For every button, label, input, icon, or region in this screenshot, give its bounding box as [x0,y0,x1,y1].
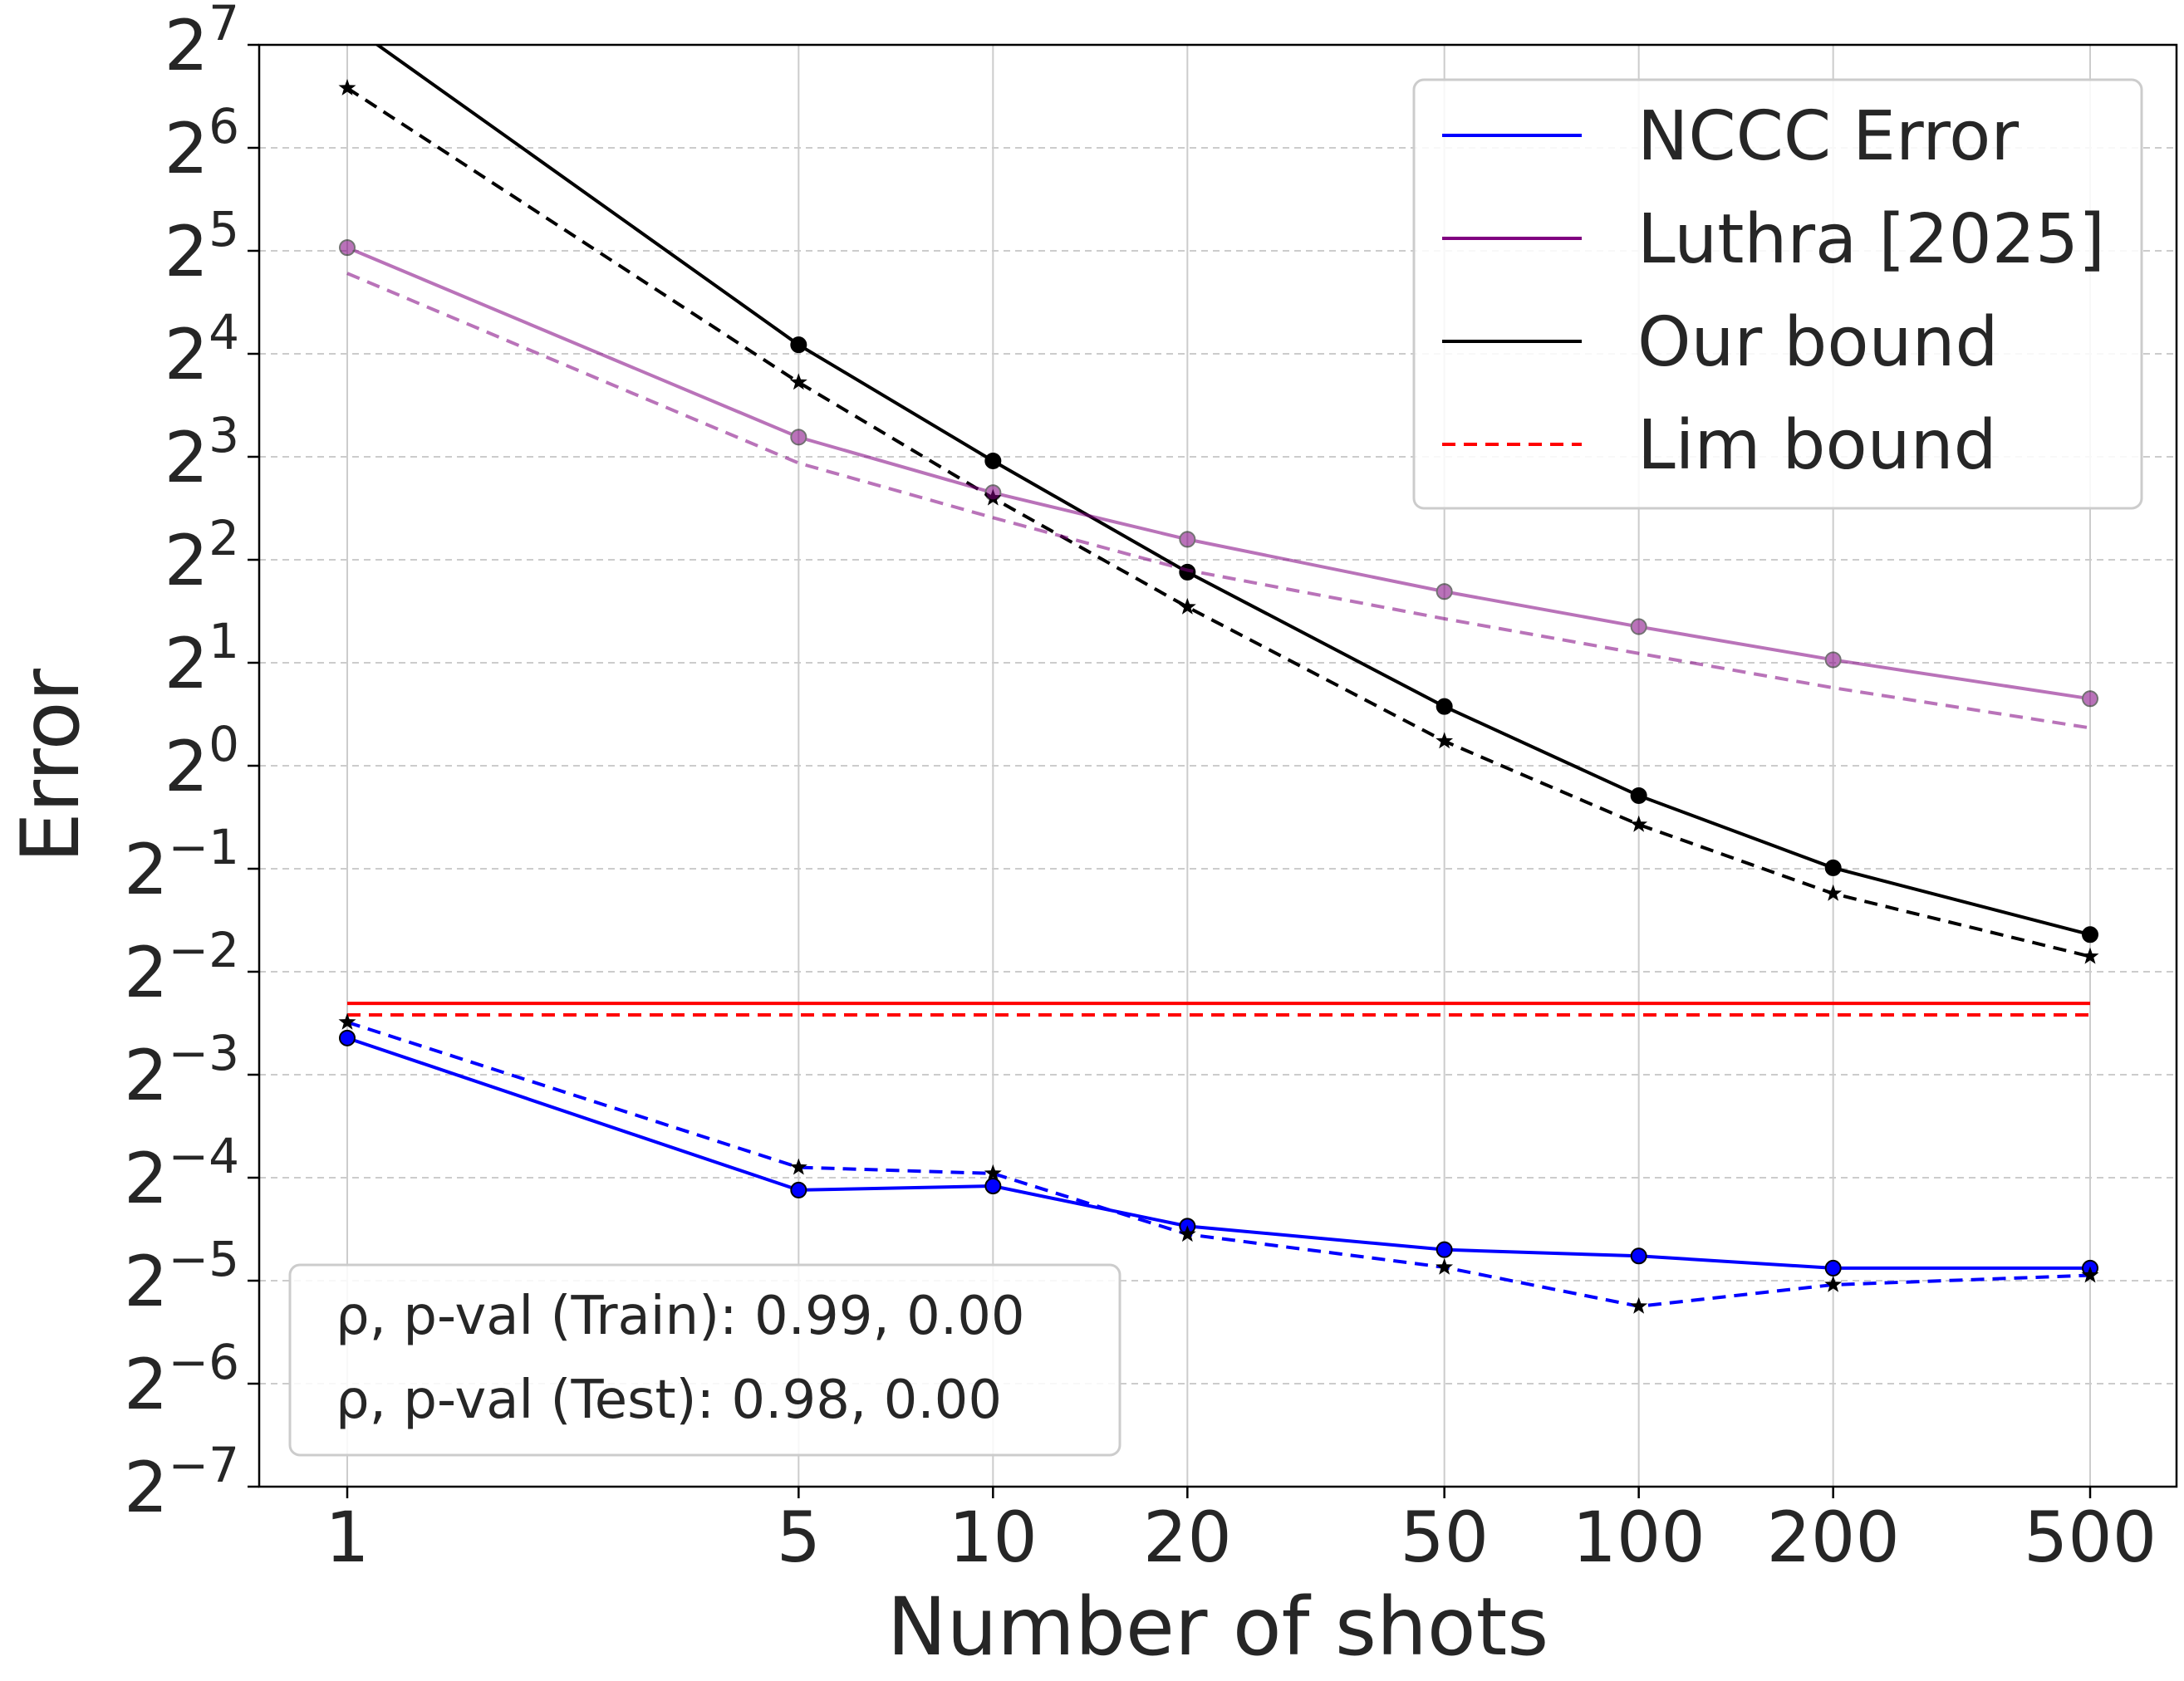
data-point [340,16,355,31]
x-tick-label: 1 [325,1497,369,1578]
y-tick-label: 27 [164,0,239,86]
data-point [790,336,807,354]
y-tick-label: 2−1 [124,819,239,910]
series-6 [339,1029,2098,1277]
data-point-star [1630,815,1648,832]
series-7 [338,1012,2099,1314]
y-tick-label: 2−4 [124,1128,239,1219]
x-tick-label: 500 [2024,1497,2157,1578]
data-point [1179,531,1196,548]
x-tick-label: 10 [949,1497,1038,1578]
series-line [346,1036,2090,1270]
data-point [790,429,807,446]
y-tick-label: 26 [164,98,239,189]
data-point [1824,859,1842,876]
legend-box [1412,78,2143,510]
y-tick-label: 25 [164,201,239,292]
x-axis-label: Number of shots [887,1581,1548,1674]
data-point-star [2081,947,2099,964]
x-tick-label: 20 [1143,1497,1232,1578]
y-tick-label: 24 [164,304,239,395]
data-point [1630,1247,1647,1265]
data-point [984,452,1002,469]
series-line [346,1020,2091,1308]
data-point [2082,690,2098,708]
data-point-star [789,1158,807,1175]
series-group [338,16,2099,1314]
data-point-star [789,373,807,390]
data-point-star [338,1012,356,1030]
data-point [1436,698,1453,715]
data-point [984,1178,1002,1195]
data-point [1824,1259,1842,1277]
legend-label: Luthra [2025] [1637,200,2105,279]
data-point-star [2081,1266,2099,1283]
x-tick-label: 50 [1400,1497,1489,1578]
series-line [346,86,2091,958]
y-tick-label: 2−6 [124,1334,239,1425]
series-3 [346,272,2091,730]
data-point [1824,651,1842,669]
legend-label: NCCC Error [1637,97,2019,176]
data-point [1436,1241,1453,1258]
data-point [339,1029,356,1046]
legend: NCCC Error Luthra [2025] Our bound Lim boun… [1412,78,2143,510]
y-tick-label: 22 [164,510,239,601]
series-line [375,45,2091,937]
y-tick-label: 23 [164,407,239,498]
data-point-star [1630,1296,1648,1314]
annotation-box: ρ, p-val (Train): 0.99, 0.00 ρ, p-val (T… [288,1263,1121,1457]
y-tick-label: 21 [164,613,239,704]
data-point-star [1436,1257,1454,1275]
x-tick-label: 5 [777,1497,821,1578]
y-axis-label: Error [4,668,97,863]
y-tick-label: 2−7 [124,1437,239,1528]
data-point-star [1178,597,1196,615]
data-point-star [338,79,356,96]
data-point-star [1824,884,1843,901]
data-point [1630,787,1647,804]
annotation-train: ρ, p-val (Train): 0.99, 0.00 [336,1286,1025,1347]
tick-labels: 1 5 10 20 50 100 200 500 27 26 25 24 23 22 21 20 2−1 2−2 2… [124,0,2157,1578]
y-tick-label: 2−3 [124,1025,239,1116]
annotation-test: ρ, p-val (Test): 0.98, 0.00 [336,1370,1002,1431]
data-point-star [1436,732,1454,749]
y-tick-label: 20 [164,716,239,807]
legend-label: Lim bound [1637,406,1997,485]
y-tick-label: 2−5 [124,1231,239,1322]
data-point [790,1181,807,1198]
legend-label: Our bound [1637,303,1999,382]
x-tick-label: 200 [1766,1497,1899,1578]
data-point-star [1178,1225,1196,1242]
y-tick-label: 2−2 [124,922,239,1013]
data-point [2082,926,2098,943]
data-point [1630,618,1647,635]
x-tick-label: 100 [1572,1497,1705,1578]
data-point [984,484,1002,502]
series-2 [339,239,2098,708]
data-point [1436,583,1453,600]
data-point-star [984,1164,1002,1181]
annotation-frame [288,1263,1121,1457]
series-line [346,272,2091,730]
series-line [346,246,2091,701]
data-point-star [1824,1275,1843,1292]
data-point [339,239,356,257]
